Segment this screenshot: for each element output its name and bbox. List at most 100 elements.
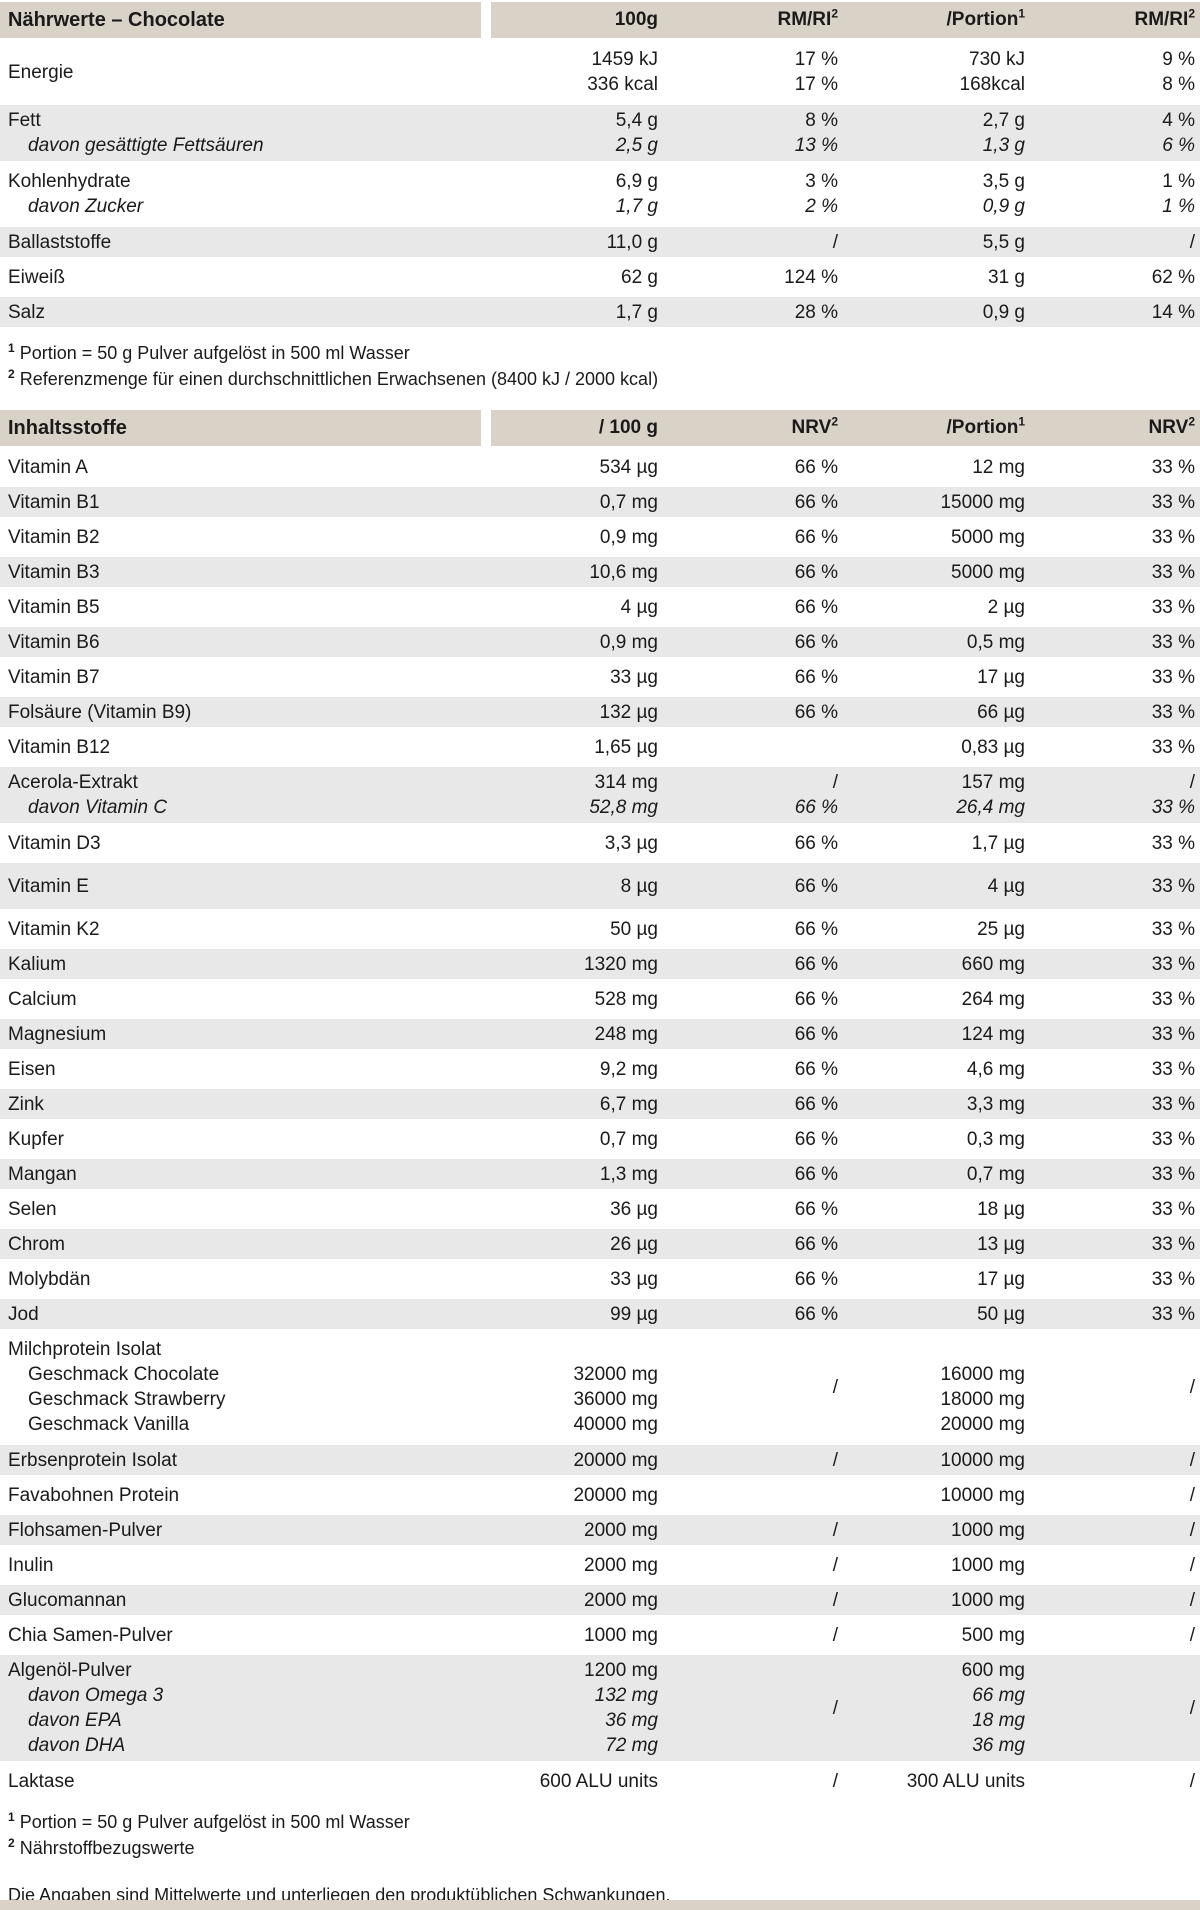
value-cell-rm2: / (1189, 1449, 1195, 1471)
value-cell-rm1: 66 % (794, 953, 838, 975)
table1-footnotes: 1 Portion = 50 g Pulver aufgelöst in 500… (0, 332, 1200, 402)
value-cell-rm1: 66 % (794, 1023, 838, 1045)
row-label: Vitamin E (8, 875, 89, 897)
value-cell-v100: 26 µg (610, 1233, 658, 1255)
value-cell-portion: 31 g (988, 266, 1025, 288)
value-cell-rm2: 1 % 1 % (1162, 171, 1195, 217)
row-label: Kupfer (8, 1128, 64, 1150)
value-cell-rm2: / (1189, 1519, 1195, 1541)
row-label: Flohsamen-Pulver (8, 1519, 163, 1541)
value-cell-v100: 33 µg (610, 1268, 658, 1290)
value-cell-rm2: 33 % (1151, 1198, 1195, 1220)
value-cell-rm1: 3 % 2 % (805, 171, 838, 217)
value-cell-rm1: 66 % (794, 1233, 838, 1255)
value-cell-portion: 17 µg (977, 1268, 1025, 1290)
footnote: 1 Portion = 50 g Pulver aufgelöst in 500… (8, 1810, 410, 1832)
value-cell-v100: 1459 kJ 336 kcal (587, 49, 658, 95)
value-cell-v100: 3,3 µg (604, 832, 658, 854)
row-label: Selen (8, 1198, 57, 1220)
table-row: Vitamin K2 50 µg 66 % 25 µg 33 % (0, 914, 1200, 944)
value-cell-rm2: 33 % (1151, 988, 1195, 1010)
value-cell-v100: 33 µg (610, 666, 658, 688)
table-row: Eiweiß 62 g 124 % 31 g 62 % (0, 262, 1200, 292)
value-cell-rm2: 9 % 8 % (1162, 49, 1195, 95)
value-cell-rm1: 66 % (794, 1058, 838, 1080)
value-cell-rm1: 28 % (794, 301, 838, 323)
row-label: Chia Samen-Pulver (8, 1624, 173, 1646)
value-cell-portion: 25 µg (977, 918, 1025, 940)
value-cell-rm1: 66 % (794, 1303, 838, 1325)
value-cell-rm2: / (1189, 1624, 1195, 1646)
value-cell-rm2: 33 % (1151, 596, 1195, 618)
value-cell-rm1: 66 % (794, 988, 838, 1010)
value-cell-rm1: 66 % (794, 561, 838, 583)
table-row: Vitamin B6 0,9 mg 66 % 0,5 mg 33 % (0, 627, 1200, 657)
value-cell-rm1: 66 % (794, 1268, 838, 1290)
value-cell-v100: 62 g (621, 266, 658, 288)
row-label: Algenöl-Pulver davon Omega 3 davon EPA davo… (8, 1660, 164, 1756)
value-cell-rm2: / (1189, 1697, 1195, 1719)
value-cell-portion: 0,7 mg (966, 1163, 1025, 1185)
row-label: Vitamin D3 (8, 832, 101, 854)
value-cell-v100: 4 µg (620, 596, 658, 618)
value-cell-rm1: 66 % (794, 1128, 838, 1150)
row-label: Vitamin B3 (8, 561, 100, 583)
table-row: Jod 99 µg 66 % 50 µg 33 % (0, 1299, 1200, 1329)
table-row: Glucomannan 2000 mg / 1000 mg / (0, 1585, 1200, 1615)
value-cell-portion: 2 µg (987, 596, 1025, 618)
value-cell-portion: 0,83 µg (961, 736, 1025, 758)
table-row: Vitamin B5 4 µg 66 % 2 µg 33 % (0, 592, 1200, 622)
value-cell-v100: 99 µg (610, 1303, 658, 1325)
value-cell-rm1: 8 % 13 % (794, 110, 838, 156)
value-cell-rm1: / (832, 1554, 838, 1576)
value-cell-portion: 600 mg 66 mg 18 mg 36 mg (961, 1660, 1025, 1756)
value-cell-portion: 0,9 g (982, 301, 1025, 323)
value-cell-rm1: 124 % (784, 266, 838, 288)
table-row: Eisen 9,2 mg 66 % 4,6 mg 33 % (0, 1054, 1200, 1084)
table-row: Selen 36 µg 66 % 18 µg 33 % (0, 1194, 1200, 1224)
value-cell-v100: 1,3 mg (599, 1163, 658, 1185)
row-label: Vitamin A (8, 456, 88, 478)
row-label: Zink (8, 1093, 44, 1115)
value-cell-portion: 300 ALU units (906, 1770, 1025, 1792)
value-cell-v100: 11,0 g (606, 231, 658, 253)
table-row: Vitamin B2 0,9 mg 66 % 5000 mg 33 % (0, 522, 1200, 552)
table-row: Milchprotein Isolat Geschmack Chocolate Ge… (0, 1334, 1200, 1440)
table-row: Energie 1459 kJ 336 kcal 17 % 17 % 730 kJ 168k… (0, 44, 1200, 100)
column-header-nrv-2: NRV2 (1148, 414, 1195, 438)
value-cell-rm2: 33 % (1151, 1093, 1195, 1115)
value-cell-v100: 2000 mg (584, 1589, 658, 1611)
row-label: Milchprotein Isolat Geschmack Chocolate Ge… (8, 1339, 226, 1435)
value-cell-rm2: 33 % (1151, 1233, 1195, 1255)
value-cell-v100: 6,7 mg (599, 1093, 658, 1115)
value-cell-portion: 1000 mg (951, 1589, 1025, 1611)
value-cell-v100: 0,7 mg (599, 491, 658, 513)
value-cell-rm1 (658, 732, 838, 762)
value-cell-rm1: / (832, 1589, 838, 1611)
value-cell-rm1: / (832, 1376, 838, 1398)
table-row: Vitamin B1 0,7 mg 66 % 15000 mg 33 % (0, 487, 1200, 517)
value-cell-v100: 10,6 mg (589, 561, 658, 583)
table1-header-columns: 100g RM/RI2 /Portion1 RM/RI2 (491, 2, 1200, 38)
value-cell-v100: 32000 mg 36000 mg 40000 mg (573, 1364, 658, 1435)
value-cell-portion: 15000 mg (940, 491, 1025, 513)
value-cell-v100: 1200 mg 132 mg 36 mg 72 mg (584, 1660, 658, 1756)
value-cell-v100: 528 mg (594, 988, 658, 1010)
row-label: Vitamin B6 (8, 631, 100, 653)
value-cell-v100: 534 µg (599, 456, 659, 478)
table1-title: Nährwerte – Chocolate (0, 2, 481, 38)
row-label: Vitamin B2 (8, 526, 100, 548)
table-row: Kupfer 0,7 mg 66 % 0,3 mg 33 % (0, 1124, 1200, 1154)
value-cell-v100: 1320 mg (584, 953, 658, 975)
row-label: Vitamin B1 (8, 491, 100, 513)
footnote: 1 Portion = 50 g Pulver aufgelöst in 500… (8, 341, 410, 363)
value-cell-v100: 2000 mg (584, 1519, 658, 1541)
row-label: Mangan (8, 1163, 77, 1185)
value-cell-rm1: 66 % (794, 1163, 838, 1185)
row-label: Kalium (8, 953, 67, 975)
table2-header: Inhaltsstoffe / 100 g NRV2 /Portion1 NRV… (0, 410, 1200, 446)
value-cell-portion: 3,5 g 0,9 g (982, 171, 1025, 217)
value-cell-rm1: / (832, 1624, 838, 1646)
value-cell-rm1: 66 % (794, 875, 838, 897)
value-cell-rm2: / (1189, 1770, 1195, 1792)
